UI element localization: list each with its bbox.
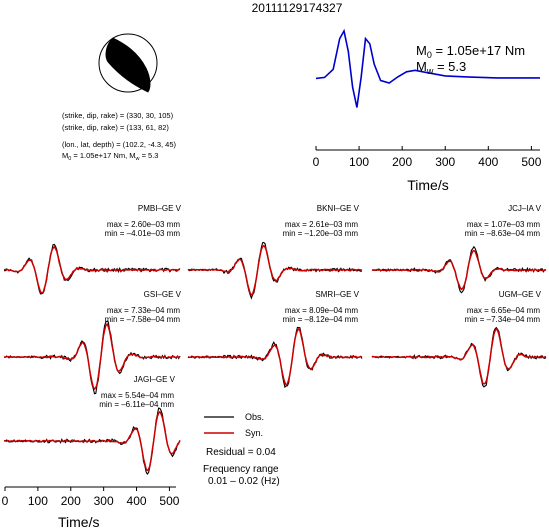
frequency-range-title: Frequency range <box>203 464 279 475</box>
station-name: GSI–GE V <box>144 290 182 299</box>
station-name: JAGI–GE V <box>134 375 176 384</box>
station-name: BKNI–GE V <box>317 204 360 213</box>
stf-tick-label: 500 <box>521 155 541 169</box>
mw-sub: w <box>135 156 140 162</box>
stf-tick-label: 100 <box>349 155 369 169</box>
m0-sub: 0 <box>68 156 71 162</box>
bottom-tick-label: 200 <box>61 494 81 508</box>
station-min: min = –1.20e–03 mm <box>283 229 359 238</box>
synthetic-trace <box>3 322 181 391</box>
stf-plot: 0 100 200 300 400 500 Time/s M0 = 1.05e+17 Nm… <box>313 28 542 193</box>
residual-label: Residual = 0.04 <box>206 447 276 458</box>
legend: Obs. Syn. <box>204 412 264 438</box>
station-name: SMRI–GE V <box>315 290 359 299</box>
stf-m0-value: = 1.05e+17 Nm <box>432 43 525 58</box>
stf-mw-letter: M <box>416 59 427 74</box>
mechanism-line-4: M0 = 1.05e+17 Nm, Mw = 5.3 <box>62 151 158 162</box>
station-min: min = –8.63e–04 mm <box>465 229 541 238</box>
synthetic-trace <box>3 245 181 294</box>
bottom-tick-label: 100 <box>28 494 48 508</box>
station-max: max = 2.61e–03 mm <box>285 220 358 229</box>
mechanism-info: (strike, dip, rake) = (330, 30, 105) (st… <box>62 111 177 162</box>
station-min: min = –7.34e–04 mm <box>465 315 541 324</box>
bottom-axis: 0 100 200 300 400 500 Time/s <box>2 486 180 530</box>
station-name: PMBI–GE V <box>138 204 182 213</box>
bottom-xlabel: Time/s <box>58 514 99 530</box>
synthetic-trace <box>371 327 547 385</box>
stf-line <box>315 28 540 108</box>
beachball-compression <box>105 37 151 93</box>
figure-title: 20111129174327 <box>252 1 343 15</box>
station-name: UGM–GE V <box>499 290 542 299</box>
stf-xlabel: Time/s <box>407 177 448 193</box>
station-max: max = 7.33e–04 mm <box>107 306 180 315</box>
bottom-tick-label: 0 <box>2 494 9 508</box>
mechanism-line-2: (strike, dip, rake) = (133, 61, 82) <box>62 123 169 132</box>
synthetic-trace <box>187 244 363 296</box>
mw-text: = 5.3 <box>140 151 159 160</box>
mechanism-line-1: (strike, dip, rake) = (330, 30, 105) <box>62 111 174 120</box>
stf-tick-label: 300 <box>435 155 455 169</box>
synthetic-trace <box>187 327 363 387</box>
station-min: min = –7.58e–04 mm <box>105 315 181 324</box>
stf-mw-value: = 5.3 <box>433 59 466 74</box>
legend-syn-label: Syn. <box>245 428 263 438</box>
stf-m0-sub: 0 <box>427 50 432 60</box>
station-min: min = –6.11e–04 mm <box>99 400 174 409</box>
stf-mw-sub: w <box>426 66 434 76</box>
m0-letter: M <box>62 151 68 160</box>
bottom-tick-label: 300 <box>94 494 114 508</box>
bottom-tick-label: 400 <box>127 494 147 508</box>
station-max: max = 8.09e–04 mm <box>285 306 358 315</box>
bottom-ticks: 0 100 200 300 400 500 <box>2 487 180 508</box>
stf-ticks: 0 100 200 300 400 500 <box>313 146 542 169</box>
stf-mw-label: Mw = 5.3 <box>416 59 466 76</box>
station-name: JCJ–IA V <box>508 204 542 213</box>
stf-m0-label: M0 = 1.05e+17 Nm <box>416 43 525 60</box>
stf-m0-letter: M <box>416 43 427 58</box>
station-min: min = –4.01e–03 mm <box>105 229 181 238</box>
station-max: max = 1.07e–03 mm <box>467 220 540 229</box>
beachball <box>98 33 158 93</box>
bottom-tick-label: 500 <box>159 494 179 508</box>
stf-tick-label: 400 <box>478 155 498 169</box>
station-max: max = 6.65e–04 mm <box>467 306 540 315</box>
mechanism-line-3: (lon., lat, depth) = (102.2, -4.3, 45) <box>62 140 177 149</box>
stf-tick-label: 0 <box>313 155 320 169</box>
legend-obs-label: Obs. <box>245 412 264 422</box>
station-min: min = –8.12e–04 mm <box>283 315 359 324</box>
stf-tick-label: 200 <box>392 155 412 169</box>
m0-text: = 1.05e+17 Nm, M <box>71 151 135 160</box>
station-max: max = 5.54e–04 mm <box>101 391 174 400</box>
station-max: max = 2.60e–03 mm <box>107 220 180 229</box>
synthetic-trace <box>3 410 181 472</box>
synthetic-trace <box>371 249 547 291</box>
frequency-range-value: 0.01 – 0.02 (Hz) <box>208 476 280 487</box>
